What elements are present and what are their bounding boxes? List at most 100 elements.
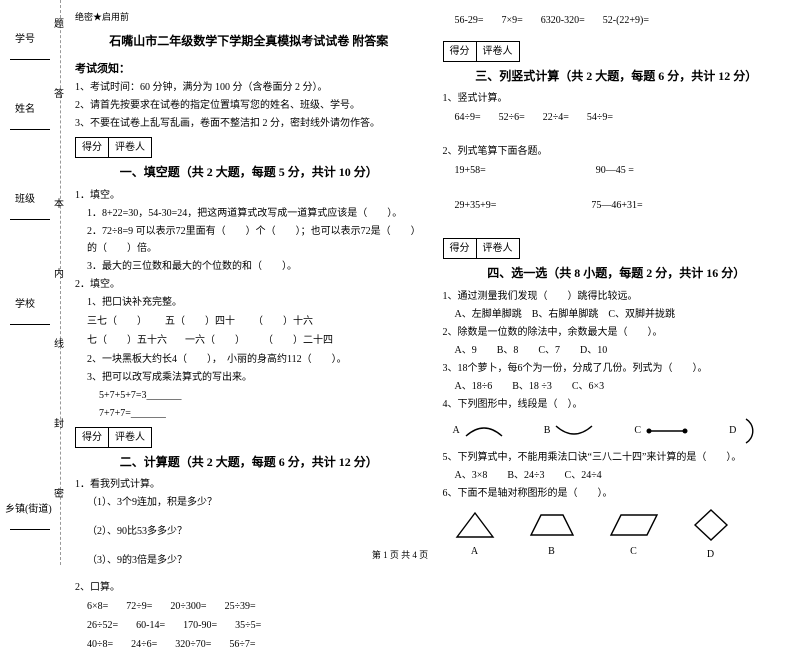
s4-q4: 4、下列图形中，线段是（ ）。 bbox=[443, 396, 791, 413]
s1-q2a: 1、把口诀补充完整。 bbox=[87, 294, 423, 311]
s1-q1-i1: 1．8+22=30，54-30=24，把这两道算式改写成一道算式应该是（ ）。 bbox=[87, 205, 423, 222]
s1-q2a-r1-2: （ ）二十四 bbox=[263, 332, 333, 349]
s4-q1: 1、通过测量我们发现（ ）跳得比较远。 bbox=[443, 288, 791, 305]
content-area: 绝密★启用前 石嘴山市二年级数学下学期全真模拟考试试卷 附答案 考试须知： 1、… bbox=[75, 10, 790, 545]
s1-q2a-r1-0: 七（ ）五十六 bbox=[87, 332, 167, 349]
s2-q2-r2-1: 24÷6= bbox=[131, 636, 157, 653]
s2-q2x-1: 7×9= bbox=[501, 12, 522, 29]
s1-q2c-r0: 5+7+5+7=3_______ bbox=[87, 387, 423, 404]
section4-title: 四、选一选（共 8 小题，每题 2 分，共计 16 分） bbox=[443, 263, 791, 283]
s1-q2a-r0-1: 五（ ）四十 bbox=[165, 313, 235, 330]
bind-char-0: 题 bbox=[54, 15, 64, 30]
s2-q2-r1-0: 26÷52= bbox=[87, 617, 118, 634]
diamond-icon bbox=[691, 506, 731, 544]
bind-char-4: 线 bbox=[54, 335, 64, 350]
s4-q5: 5、下列算式中，不能用乘法口诀“三八二十四”来计算的是（ ）。 bbox=[443, 449, 791, 466]
s3-q2-r1-0: 29+35+9= bbox=[455, 197, 497, 214]
s4-q3: 3、18个萝卜，每6个为一份，分成了几份。列式为（ ）。 bbox=[443, 360, 791, 377]
score-box-s2: 得分 评卷人 bbox=[75, 427, 152, 448]
q4-label-c: C bbox=[634, 422, 641, 439]
s1-q1-i2: 2．72÷8=9 可以表示72里面有（ ）个（ ）；也可以表示72是（ ）的（ … bbox=[87, 223, 423, 257]
score-label-a3: 得分 bbox=[444, 42, 477, 61]
page-footer: 第 1 页 共 4 页 bbox=[0, 548, 800, 561]
secret-mark: 绝密★启用前 bbox=[75, 10, 423, 25]
bind-field-town bbox=[10, 518, 50, 530]
right-column: 56-29= 7×9= 6320-320= 52-(22+9)= 得分 评卷人 … bbox=[443, 10, 791, 545]
left-column: 绝密★启用前 石嘴山市二年级数学下学期全真模拟考试试卷 附答案 考试须知： 1、… bbox=[75, 10, 423, 545]
notice-3: 3、不要在试卷上乱写乱画，卷面不整洁扣 2 分，密封线外请勿作答。 bbox=[75, 115, 423, 132]
score-box-s1: 得分 评卷人 bbox=[75, 137, 152, 158]
q4-label-d: D bbox=[729, 422, 736, 439]
bind-label-town: 乡镇(街道) bbox=[5, 500, 52, 515]
score-label-b4: 评卷人 bbox=[477, 239, 519, 258]
parallelogram-icon bbox=[607, 509, 661, 541]
s2-q2-r0-3: 25÷39= bbox=[225, 598, 256, 615]
s2-q2-r1-1: 60-14= bbox=[136, 617, 165, 634]
s2-q2-r0-2: 20÷300= bbox=[170, 598, 206, 615]
section3-title: 三、列竖式计算（共 2 大题，每题 6 分，共计 12 分） bbox=[443, 66, 791, 86]
s2-q2x-0: 56-29= bbox=[455, 12, 484, 29]
score-box-s4: 得分 评卷人 bbox=[443, 238, 520, 259]
binding-column: 学号 姓名 班级 学校 乡镇(街道) 题 答 本 内 线 封 密 bbox=[0, 0, 70, 565]
bind-label-name: 姓名 bbox=[15, 100, 35, 115]
notice-head: 考试须知： bbox=[75, 60, 423, 79]
s1-q2b: 2、一块黑板大约长4（ ）， 小丽的身高约112（ ）。 bbox=[87, 351, 423, 368]
s3-q2-r0-1: 90—45 = bbox=[596, 162, 634, 179]
s1-q2c: 3、把可以改写成乘法算式的写出来。 bbox=[87, 369, 423, 386]
s3-q1-r0-3: 54÷9= bbox=[587, 109, 613, 126]
s3-q2: 2、列式笔算下面各题。 bbox=[443, 143, 791, 160]
s3-q1-r0-1: 52÷6= bbox=[499, 109, 525, 126]
s3-q1: 1、竖式计算。 bbox=[443, 90, 791, 107]
score-label-b2: 评卷人 bbox=[109, 428, 151, 447]
trapezoid-icon bbox=[527, 509, 577, 541]
s1-q2a-r0-0: 三七（ ） bbox=[87, 313, 147, 330]
s2-q2x-3: 52-(22+9)= bbox=[603, 12, 649, 29]
score-label-a4: 得分 bbox=[444, 239, 477, 258]
q4-label-a: A bbox=[453, 422, 460, 439]
s1-q2a-r1-1: 一六（ ） bbox=[185, 332, 245, 349]
s2-q2-r1-2: 170-90= bbox=[183, 617, 217, 634]
bind-char-6: 密 bbox=[54, 485, 64, 500]
score-label-b: 评卷人 bbox=[109, 138, 151, 157]
section1-title: 一、填空题（共 2 大题，每题 5 分，共计 10 分） bbox=[75, 162, 423, 182]
s1-q2a-r0-2: （ ）十六 bbox=[253, 313, 313, 330]
s3-q2-r1-1: 75—46+31= bbox=[591, 197, 642, 214]
score-box-s3: 得分 评卷人 bbox=[443, 41, 520, 62]
s2-q2-r2-2: 320÷70= bbox=[175, 636, 211, 653]
s2-q2: 2、口算。 bbox=[75, 579, 423, 596]
bind-char-3: 内 bbox=[54, 265, 64, 280]
s3-q2-r0-0: 19+58= bbox=[455, 162, 486, 179]
bind-field-class bbox=[10, 208, 50, 220]
s3-q1-r0-2: 22÷4= bbox=[543, 109, 569, 126]
bind-field-name bbox=[10, 118, 50, 130]
bind-char-5: 封 bbox=[54, 415, 64, 430]
score-label-a: 得分 bbox=[76, 138, 109, 157]
bind-label-class: 班级 bbox=[15, 190, 35, 205]
curve-up-icon bbox=[464, 422, 504, 440]
s1-q1-i3: 3．最大的三位数和最大的个位数的和（ ）。 bbox=[87, 258, 423, 275]
bind-field-id bbox=[10, 48, 50, 60]
triangle-icon bbox=[453, 509, 497, 541]
exam-title: 石嘴山市二年级数学下学期全真模拟考试试卷 附答案 bbox=[75, 31, 423, 51]
s2-q2-r0-0: 6×8= bbox=[87, 598, 108, 615]
s2-q1-i1: （1）、3个9连加，积是多少？ bbox=[87, 494, 423, 511]
notice-1: 1、考试时间：60 分钟，满分为 100 分（含卷面分 2 分）。 bbox=[75, 79, 423, 96]
s1-q2: 2．填空。 bbox=[75, 276, 423, 293]
s1-q2c-r1: 7+7+7=_______ bbox=[87, 405, 423, 422]
line-segment-icon bbox=[645, 422, 689, 440]
s2-q2-r2-3: 56÷7= bbox=[229, 636, 255, 653]
q4-label-b: B bbox=[544, 422, 551, 439]
s4-q6: 6、下面不是轴对称图形的是（ ）。 bbox=[443, 485, 791, 502]
s4-q1-opts: A、左脚单脚跳 B、右脚单脚跳 C、双脚并拢跳 bbox=[443, 306, 791, 323]
score-label-a2: 得分 bbox=[76, 428, 109, 447]
s4-q3-opts: A、18÷6 B、18 ÷3 C、6×3 bbox=[443, 378, 791, 395]
s4-q4-choices: A B C D bbox=[453, 417, 791, 445]
s3-q1-r0-0: 64÷9= bbox=[455, 109, 481, 126]
s4-q5-opts: A、3×8 B、24÷3 C、24÷4 bbox=[443, 467, 791, 484]
bind-label-id: 学号 bbox=[15, 30, 35, 45]
s2-q2x-2: 6320-320= bbox=[541, 12, 585, 29]
notice-2: 2、请首先按要求在试卷的指定位置填写您的姓名、班级、学号。 bbox=[75, 97, 423, 114]
arc-icon bbox=[740, 417, 766, 445]
s2-q1-i2: （2）、90比53多多少？ bbox=[87, 523, 423, 540]
curve-down-icon bbox=[554, 422, 594, 440]
